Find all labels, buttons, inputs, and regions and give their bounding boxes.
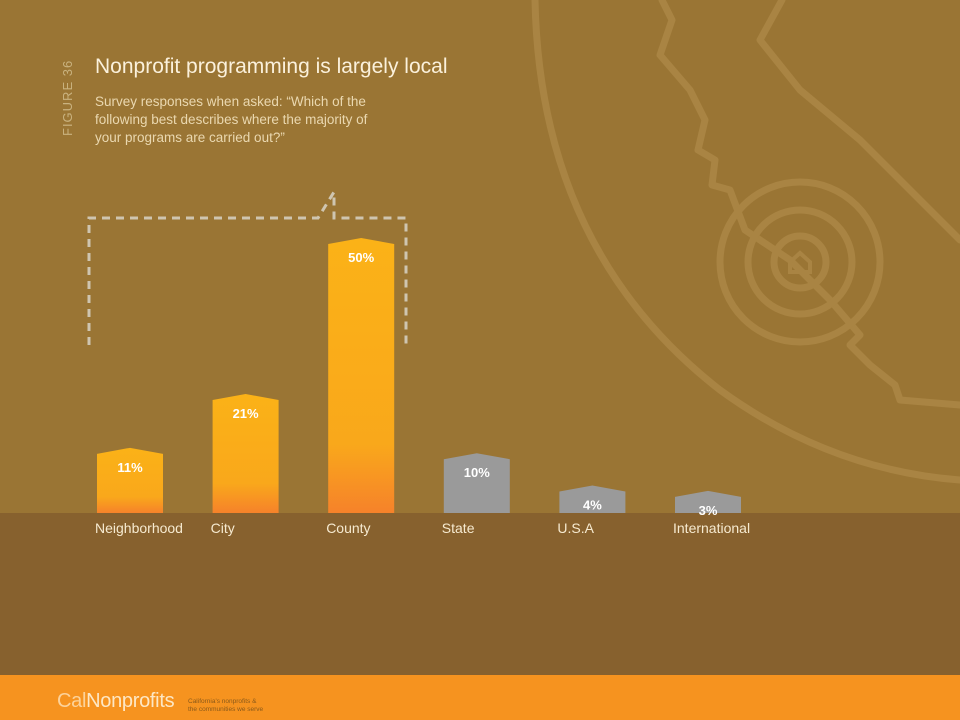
chart-subtitle: Survey responses when asked: “Which of t… (95, 94, 368, 145)
california-east-border (756, 0, 960, 244)
category-label: Neighborhood (95, 520, 183, 536)
data-label: 10% (464, 465, 490, 480)
map-circle-arc (531, 0, 960, 484)
bar-international (675, 490, 741, 513)
local-bracket (87, 186, 408, 345)
bar-state (443, 453, 510, 513)
calnonprofits-logo: CalNonprofits (57, 690, 175, 713)
target-ring-middle (744, 206, 856, 318)
category-label: U.S.A (557, 520, 594, 536)
footer-bar (0, 675, 960, 720)
chart-title: Nonprofit programming is largely local (95, 55, 448, 78)
bar-city (212, 394, 279, 513)
category-label: International (673, 520, 751, 536)
bar-u-s-a (559, 485, 626, 513)
tagline-line-2: the communities we serve (188, 705, 264, 713)
data-label: 11% (117, 460, 143, 475)
tagline-line-1: California's nonprofits & (188, 698, 257, 705)
target-ring-outer (716, 178, 884, 346)
bar-neighborhood (97, 447, 163, 513)
footer-tagline: California's nonprofits & the communitie… (188, 698, 263, 713)
logo-cal: Cal (57, 690, 87, 712)
data-label: 21% (233, 406, 259, 421)
home-icon (788, 250, 812, 274)
category-label: County (326, 520, 371, 536)
category-label: State (441, 520, 475, 536)
bar-county (328, 238, 395, 513)
data-label: 4% (583, 497, 602, 512)
data-label: 50% (348, 250, 374, 265)
target-ring-inner (770, 232, 830, 292)
chart-baseline-band (0, 513, 960, 675)
logo-nonprofits: Nonprofits (86, 690, 175, 712)
category-label: City (210, 520, 235, 536)
data-label: 3% (699, 503, 718, 518)
